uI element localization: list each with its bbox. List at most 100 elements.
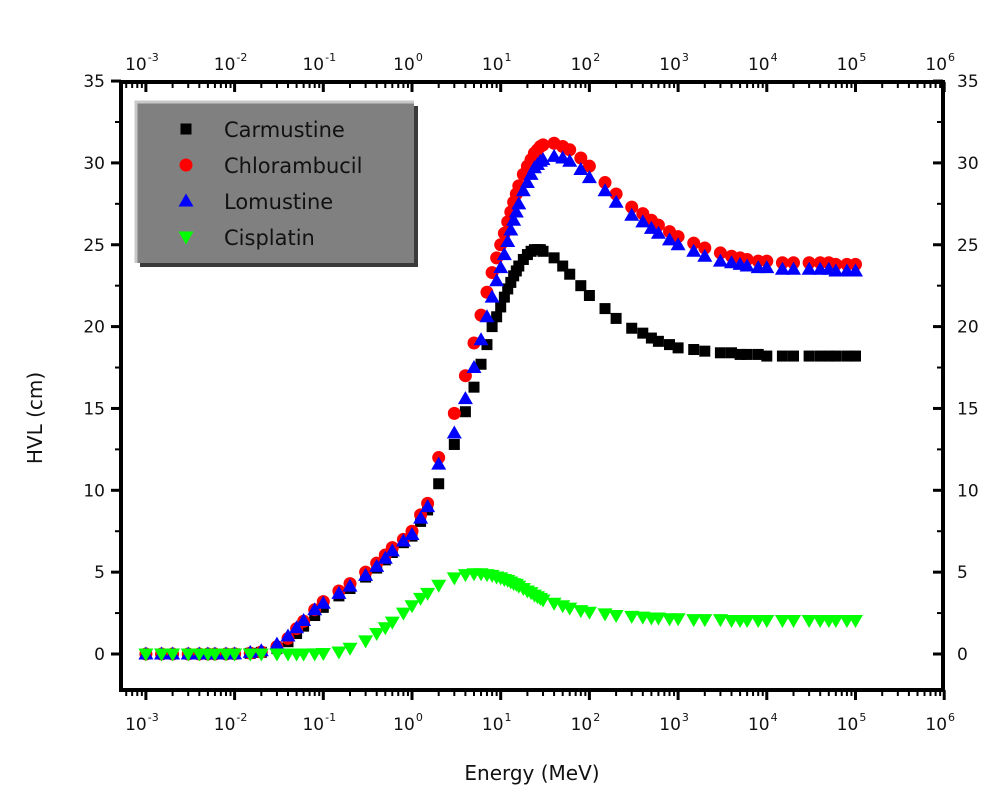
x-axis-top: 10-3 10-2 10-1 100 101 102 103 104 105 106 — [125, 51, 955, 92]
y-tick-label-right: 20 — [957, 318, 979, 338]
data-point — [420, 587, 436, 601]
y-axis-title: HVL (cm) — [23, 372, 47, 464]
data-point — [801, 261, 817, 275]
data-point — [207, 648, 223, 662]
y-axis-left: 0 5 10 15 20 25 30 35 — [83, 72, 121, 665]
data-point — [511, 196, 527, 210]
data-point — [734, 348, 746, 360]
data-point — [269, 648, 285, 662]
data-point — [698, 241, 712, 255]
x-tick-label-top: 100 — [393, 51, 423, 75]
data-point — [395, 533, 411, 547]
data-point — [269, 636, 285, 650]
data-point — [548, 252, 560, 264]
data-point — [490, 251, 504, 265]
data-point — [609, 187, 623, 201]
data-point — [315, 595, 331, 609]
data-point — [331, 646, 347, 660]
data-point — [242, 648, 258, 662]
data-point — [650, 612, 666, 626]
data-point — [384, 616, 400, 630]
data-point — [814, 350, 826, 362]
data-point — [761, 350, 773, 362]
legend-label: Lomustine — [224, 190, 333, 214]
y-tick-label-left: 20 — [83, 318, 105, 338]
x-tick-label-bottom: 103 — [659, 711, 689, 735]
data-point — [358, 635, 374, 649]
data-point — [776, 350, 788, 362]
data-point — [774, 261, 790, 275]
data-point — [686, 614, 702, 628]
data-point — [280, 628, 296, 642]
data-point — [650, 225, 666, 239]
y-tick-label-right: 35 — [957, 72, 979, 92]
data-point — [583, 289, 595, 301]
data-point — [377, 550, 393, 564]
data-point — [741, 348, 753, 360]
data-point — [823, 350, 835, 362]
data-point — [486, 321, 498, 333]
data-point — [686, 243, 702, 257]
data-point — [331, 585, 347, 599]
data-point — [138, 648, 154, 662]
data-point — [597, 608, 613, 622]
x-axis-title: Energy (MeV) — [464, 761, 599, 785]
y-tick-label-right: 25 — [957, 236, 979, 256]
data-point — [786, 261, 802, 275]
legend-marker-cisplatin — [178, 231, 194, 245]
data-point — [726, 347, 738, 359]
data-point — [670, 237, 686, 251]
y-tick-label-left: 10 — [83, 481, 105, 501]
x-tick-label-top: 106 — [925, 51, 955, 75]
data-point — [535, 152, 551, 166]
data-point — [165, 648, 181, 662]
x-tick-label-top: 10-1 — [302, 51, 336, 75]
data-point — [563, 143, 577, 157]
data-point — [420, 499, 436, 513]
data-point — [597, 183, 613, 197]
data-point — [468, 381, 480, 393]
data-point — [369, 558, 385, 572]
data-point — [446, 425, 462, 439]
data-point — [515, 183, 531, 197]
series-cisplatin — [138, 568, 863, 662]
data-point — [493, 260, 509, 274]
data-point — [582, 159, 596, 173]
data-point — [671, 230, 685, 244]
data-point — [848, 263, 863, 277]
data-point — [697, 248, 713, 262]
legend-marker-carmustine — [180, 123, 192, 135]
data-point — [431, 456, 447, 470]
plot-border — [119, 80, 945, 692]
x-tick-label-top: 105 — [837, 51, 867, 75]
data-point — [652, 335, 664, 347]
data-point — [448, 438, 460, 450]
legend-marker-lomustine — [178, 193, 194, 207]
data-point — [643, 220, 659, 234]
data-point — [664, 339, 676, 351]
data-point — [377, 622, 393, 636]
legend-marker-chlorambucil — [179, 158, 193, 172]
data-point — [227, 648, 243, 662]
data-point — [557, 260, 569, 272]
data-point — [625, 200, 639, 214]
data-point — [546, 148, 562, 162]
data-point — [315, 648, 331, 662]
data-point — [635, 214, 651, 228]
data-point — [289, 620, 305, 634]
data-point — [536, 138, 550, 152]
data-point — [358, 567, 374, 581]
data-point — [154, 648, 170, 662]
data-point — [296, 612, 312, 626]
data-point — [537, 245, 549, 257]
data-point — [535, 594, 551, 608]
x-tick-label-bottom: 104 — [748, 711, 778, 735]
data-point — [828, 263, 844, 277]
data-point — [413, 592, 429, 606]
data-point — [513, 260, 525, 272]
data-point — [180, 648, 196, 662]
x-tick-label-bottom: 10-1 — [302, 711, 336, 735]
y-tick-label-right: 15 — [957, 399, 979, 419]
data-point — [672, 342, 684, 354]
